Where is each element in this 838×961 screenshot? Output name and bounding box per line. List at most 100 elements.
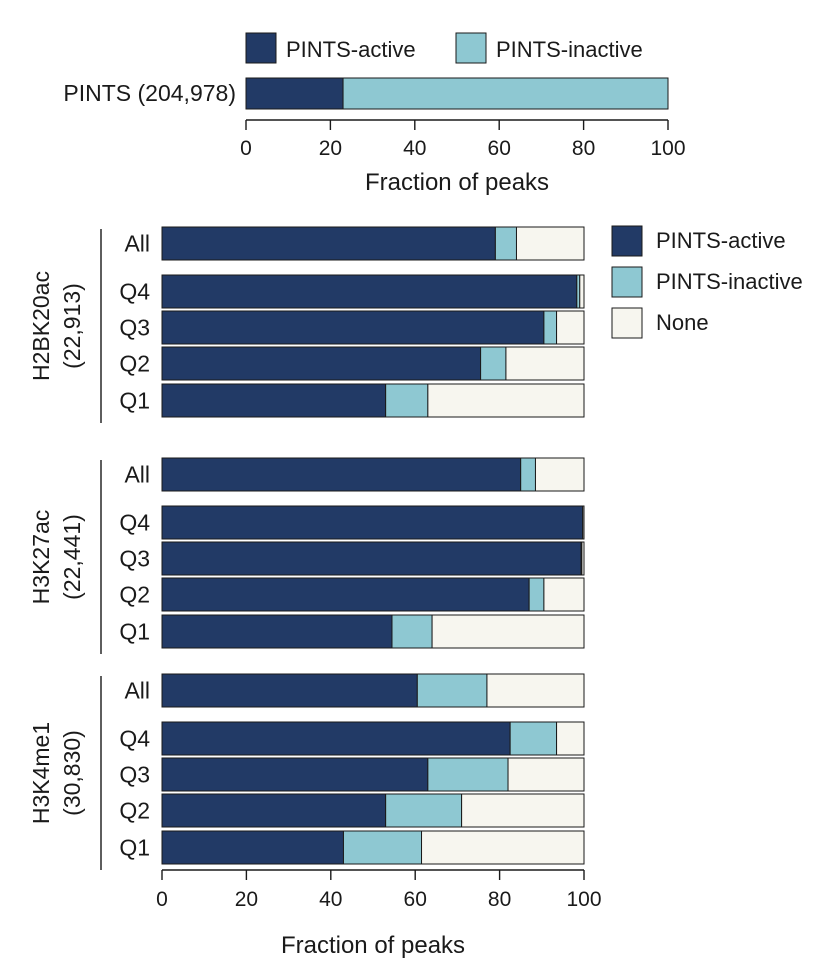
top-bar-pints-active-segment <box>245 77 344 110</box>
row-label-h3k4me1-q2: Q2 <box>119 798 150 824</box>
bar-h2bk20ac-all-pints-active-segment <box>161 226 496 261</box>
bar-h3k4me1-q4-none-segment <box>556 721 585 756</box>
bar-h3k27ac-q3-pints-active-segment <box>161 541 582 576</box>
bar-h3k27ac-q3 <box>161 541 585 576</box>
bar-h2bk20ac-all <box>161 226 585 261</box>
bar-h3k4me1-all <box>161 673 585 708</box>
row-label-h2bk20ac-all: All <box>124 231 150 257</box>
bottom-x-tick-label-4: 80 <box>488 888 511 911</box>
top-legend-swatch-active <box>245 32 277 64</box>
group-count-h3k4me1: (30,830) <box>59 730 85 816</box>
row-label-h2bk20ac-q2: Q2 <box>119 351 150 377</box>
top-legend-label-active: PINTS-active <box>286 37 416 62</box>
bar-h3k27ac-all-pints-inactive-segment <box>520 457 536 492</box>
bar-h3k4me1-q4 <box>161 721 585 756</box>
bar-h3k4me1-q2-pints-inactive-segment <box>385 793 463 828</box>
bar-h2bk20ac-q1-pints-active-segment <box>161 383 387 418</box>
bottom-legend-label-inactive: PINTS-inactive <box>656 269 803 294</box>
row-label-h3k4me1-all: All <box>124 678 150 704</box>
bar-h3k4me1-q1-none-segment <box>421 830 585 865</box>
bar-h3k27ac-q4 <box>161 505 585 540</box>
group-label-h3k4me1: H3K4me1 <box>28 722 54 824</box>
bar-h3k27ac-q1-pints-inactive-segment <box>391 614 433 649</box>
bar-h3k4me1-q1 <box>161 830 585 865</box>
row-label-h3k27ac-q3: Q3 <box>119 546 150 572</box>
bar-h3k27ac-q4-pints-active-segment <box>161 505 584 540</box>
bar-h2bk20ac-q2-pints-inactive-segment <box>480 346 507 381</box>
bar-h3k4me1-q3-none-segment <box>507 757 585 792</box>
bottom-legend-swatch-active <box>611 225 643 257</box>
bottom-x-tick-label-5: 100 <box>566 888 601 911</box>
row-label-h2bk20ac-q4: Q4 <box>119 279 150 305</box>
group-count-h3k27ac: (22,441) <box>59 514 85 600</box>
row-label-h3k27ac-all: All <box>124 462 150 488</box>
bar-h3k27ac-q2 <box>161 577 585 612</box>
bar-h2bk20ac-all-none-segment <box>515 226 585 261</box>
bar-h3k27ac-q1-pints-active-segment <box>161 614 393 649</box>
bar-h3k4me1-q1-pints-inactive-segment <box>342 830 423 865</box>
bar-h2bk20ac-q2-none-segment <box>505 346 585 381</box>
bar-h3k4me1-q2-none-segment <box>461 793 585 828</box>
bottom-x-axis-label: Fraction of peaks <box>281 932 465 959</box>
bar-h3k4me1-all-pints-active-segment <box>161 673 418 708</box>
top-x-tick-label-4: 80 <box>572 137 595 160</box>
top-category-label: PINTS (204,978) <box>63 80 236 106</box>
row-label-h3k4me1-q4: Q4 <box>119 726 150 752</box>
bar-h3k4me1-q2 <box>161 793 585 828</box>
bottom-x-tick-label-1: 20 <box>235 888 258 911</box>
group-h2bk20ac: H2BK20ac (22,913) All Q4 Q3 Q2 Q1 <box>28 226 585 423</box>
top-legend: PINTS-active PINTS-inactive <box>245 32 643 64</box>
bottom-x-tick-label-0: 0 <box>156 888 168 911</box>
row-label-h3k4me1-q1: Q1 <box>119 835 150 861</box>
row-label-h3k4me1-q3: Q3 <box>119 762 150 788</box>
bar-h3k4me1-q1-pints-active-segment <box>161 830 344 865</box>
top-x-tick-label-3: 60 <box>488 137 511 160</box>
group-h3k4me1: H3K4me1 (30,830) All Q4 Q3 Q2 Q1 <box>28 673 585 870</box>
bottom-x-tick-label-2: 40 <box>319 888 342 911</box>
bottom-legend-label-active: PINTS-active <box>656 228 786 253</box>
bar-h2bk20ac-q2 <box>161 346 585 381</box>
bar-h3k4me1-q4-pints-active-segment <box>161 721 511 756</box>
bar-h2bk20ac-q1-pints-inactive-segment <box>385 383 429 418</box>
group-count-h2bk20ac: (22,913) <box>59 283 85 369</box>
bar-h3k27ac-all-none-segment <box>534 457 585 492</box>
bar-h2bk20ac-q4-pints-active-segment <box>161 274 578 309</box>
bottom-legend-swatch-none <box>611 307 643 339</box>
bar-h3k27ac-q1 <box>161 614 585 649</box>
row-label-h2bk20ac-q3: Q3 <box>119 315 150 341</box>
bar-h3k27ac-q2-pints-inactive-segment <box>528 577 545 612</box>
bar-h2bk20ac-q3-none-segment <box>556 310 585 345</box>
bar-h2bk20ac-q3-pints-inactive-segment <box>543 310 558 345</box>
top-x-tick-label-1: 20 <box>319 137 342 160</box>
group-label-h3k27ac: H3K27ac <box>28 510 54 605</box>
top-bar-pints-inactive-segment <box>342 77 669 110</box>
bottom-legend-swatch-inactive <box>611 266 643 298</box>
top-bar <box>245 77 669 110</box>
bar-h2bk20ac-q4 <box>161 274 585 309</box>
bottom-legend: PINTS-active PINTS-inactive None <box>611 225 803 339</box>
top-x-tick-label-5: 100 <box>650 137 685 160</box>
top-x-axis: 0 20 40 60 80 100 <box>240 119 686 160</box>
bar-h3k4me1-q3 <box>161 757 585 792</box>
bar-h2bk20ac-q1-none-segment <box>427 383 585 418</box>
bar-h3k27ac-q2-pints-active-segment <box>161 577 530 612</box>
bottom-x-axis: 0 20 40 60 80 100 <box>156 869 602 911</box>
bar-h2bk20ac-all-pints-inactive-segment <box>494 226 517 261</box>
bar-h3k4me1-all-none-segment <box>486 673 585 708</box>
group-label-h2bk20ac: H2BK20ac <box>28 271 54 381</box>
bar-h3k27ac-q4-none-segment <box>582 505 585 540</box>
bar-h3k4me1-q3-pints-inactive-segment <box>427 757 509 792</box>
bar-h2bk20ac-q3-pints-active-segment <box>161 310 545 345</box>
bar-h3k4me1-q2-pints-active-segment <box>161 793 387 828</box>
bar-h3k27ac-all-pints-active-segment <box>161 457 522 492</box>
bar-h2bk20ac-q1 <box>161 383 585 418</box>
bar-h2bk20ac-q3 <box>161 310 585 345</box>
row-label-h3k27ac-q4: Q4 <box>119 510 150 536</box>
bar-h3k4me1-q4-pints-inactive-segment <box>509 721 558 756</box>
group-h3k27ac: H3K27ac (22,441) All Q4 Q3 Q2 Q1 <box>28 457 585 654</box>
bar-h3k27ac-q3-none-segment <box>581 541 585 576</box>
bar-h3k4me1-q3-pints-active-segment <box>161 757 429 792</box>
bar-h2bk20ac-q2-pints-active-segment <box>161 346 482 381</box>
bottom-legend-label-none: None <box>656 310 709 335</box>
